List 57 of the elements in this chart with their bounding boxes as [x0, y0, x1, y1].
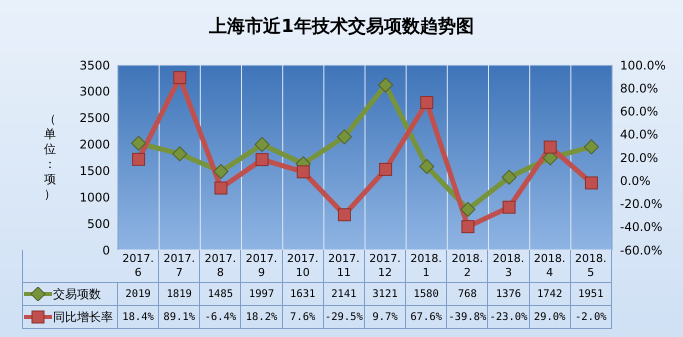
legend-label: 交易项数 — [53, 286, 101, 302]
data-label: 2141 — [324, 283, 365, 306]
x-tick-label: 2018.2 — [447, 252, 488, 280]
data-label: 67.6% — [406, 306, 448, 329]
y-tick-label: 1000 — [79, 190, 110, 204]
data-label: 1485 — [200, 283, 242, 306]
y2-tick-label: -20.0% — [620, 197, 662, 212]
x-tick-label: 2017.10 — [282, 252, 323, 280]
data-label: 89.1% — [159, 306, 200, 329]
data-label: 18.2% — [241, 306, 283, 329]
y-tick-label: 3000 — [79, 84, 110, 99]
y2-tick-label: 40.0% — [620, 128, 658, 142]
x-tick-label: 2018.4 — [530, 252, 570, 280]
y2-tick-label: -60.0% — [620, 243, 662, 258]
data-label: 1742 — [530, 283, 571, 306]
data-label: -39.8% — [447, 306, 488, 329]
data-label: -6.4% — [200, 306, 242, 329]
x-tick-label: 2017.12 — [364, 252, 406, 280]
y-tick-label: 3500 — [79, 58, 110, 72]
data-label: -2.0% — [570, 306, 612, 329]
data-label: -23.0% — [488, 306, 530, 329]
legend-label: 同比增长率 — [53, 308, 113, 326]
y-axis-title: （单位：项） — [43, 112, 57, 202]
y-tick-label: 500 — [87, 216, 110, 231]
data-label: 1819 — [159, 283, 200, 306]
y2-tick-label: 80.0% — [620, 81, 658, 96]
y2-tick-label: 20.0% — [620, 150, 658, 165]
y2-tick-label: 60.0% — [620, 104, 658, 119]
y-tick-label: 2500 — [79, 111, 110, 126]
data-label: 768 — [447, 283, 488, 306]
x-tick-label: 2017.6 — [118, 252, 158, 280]
data-label: 2019 — [118, 283, 160, 306]
data-label: 1631 — [282, 283, 324, 306]
data-label: 7.6% — [282, 306, 324, 329]
y-tick-label: 2000 — [79, 138, 110, 152]
chart-title: 上海市近1年技术交易项数趋势图 — [208, 15, 475, 38]
y-tick-label: 1500 — [79, 164, 110, 178]
data-label: 1951 — [570, 283, 612, 306]
data-label: 1376 — [488, 283, 530, 306]
x-tick-label: 2017.9 — [241, 252, 282, 280]
data-label: 18.4% — [118, 306, 160, 329]
y-tick-label: 0 — [102, 243, 110, 258]
x-tick-label: 2017.7 — [159, 252, 200, 280]
data-label: 1580 — [406, 283, 448, 306]
x-tick-label: 2017.8 — [200, 252, 240, 280]
data-label: 29.0% — [530, 306, 571, 329]
x-tick-label: 2017.11 — [324, 252, 364, 280]
data-label: 1997 — [241, 283, 283, 306]
data-label: 9.7% — [364, 306, 406, 329]
y2-tick-label: 0.0% — [620, 174, 650, 188]
data-label: 3121 — [364, 283, 406, 306]
y2-tick-label: -40.0% — [620, 220, 662, 234]
data-label: -29.5% — [324, 306, 365, 329]
x-tick-label: 2018.5 — [570, 252, 611, 280]
y2-tick-label: 100.0% — [620, 58, 666, 72]
x-tick-label: 2018.1 — [406, 252, 446, 280]
x-tick-label: 2018.3 — [488, 252, 529, 280]
